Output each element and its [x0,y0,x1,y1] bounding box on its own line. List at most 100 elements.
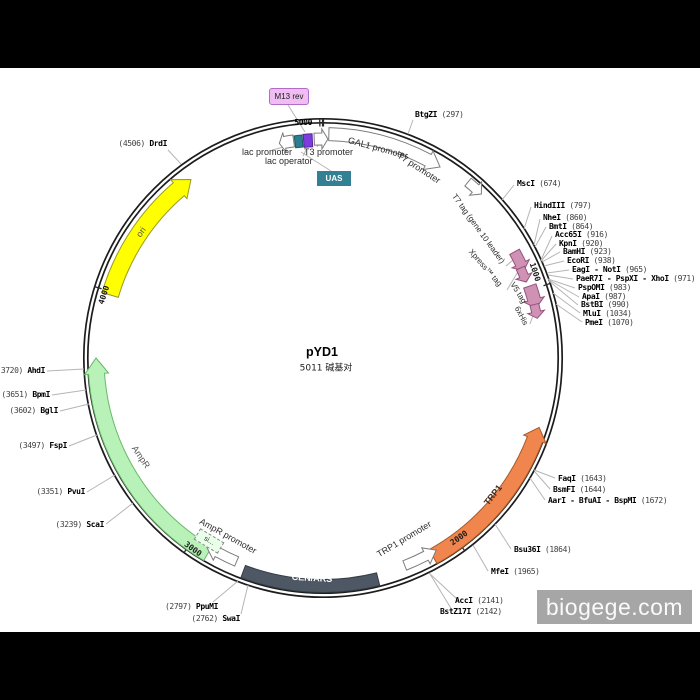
site-name: ScaI [86,520,104,529]
site-name: PpuMI [195,602,218,611]
site-pos: (2797) [164,602,192,611]
site-label: BsmFI (1644) [553,485,606,494]
site-pos: (1070) [607,318,634,327]
plasmid-name: pYD1 [306,345,338,359]
t3-promoter-arrow [313,127,329,151]
site-label: KpnI (920) [559,239,604,248]
6xhis-tag-arrow [526,302,546,319]
lac-operator-segment [302,133,314,148]
site-name: BamHI [563,247,586,256]
site-label: EagI - NotI (965) [572,265,648,274]
site-pos: (674) [539,179,562,188]
site-name: ApaI [582,292,600,301]
xpress-tag-arrow [514,265,533,283]
trp1-promoter-arrow [402,547,437,571]
site-pos: (297) [441,110,464,119]
site-name: MfeI [491,567,509,576]
site-label: FaqI (1643) [558,474,607,483]
site-name: EagI - NotI [572,265,621,274]
site-label: (3497) FspI [18,441,67,450]
site-pos: (1672) [640,496,668,505]
site-label: HindIII (797) [534,201,592,210]
lac-promoter-arrow [278,132,296,153]
site-pos: (2142) [475,607,502,616]
site-label: (3602) BglI [9,406,58,415]
site-pos: (920) [581,239,604,248]
watermark: biogege.com [537,590,692,624]
site-pos: (3351) [36,487,63,496]
site-name: SwaI [222,614,240,623]
site-label: EcoRI (938) [567,256,616,265]
site-name: Bsu36I [514,545,541,554]
leader-lines [46,104,583,615]
site-name: FaqI [558,474,576,483]
trp1-gene-arrow [428,426,548,565]
site-pos: (3651) [1,390,28,399]
site-name: BpmI [32,390,50,399]
site-name: PaeR7I - PspXI - XhoI [576,274,669,283]
site-name: MluI [583,309,601,318]
plasmid-size: 5011 碱基对 [299,363,353,374]
site-label: BmtI (864) [549,222,594,231]
site-name: Acc65I [555,230,582,239]
site-name: NheI [543,213,561,222]
site-label: (3239) ScaI [55,520,104,529]
site-pos: (860) [565,213,588,222]
site-label: AccI (2141) [455,596,504,605]
site-label: (3351) PvuI [36,487,85,496]
site-name: BmtI [549,222,567,231]
m13-rev-primer-label: M13 rev [269,88,309,105]
site-name: BsmFI [553,485,576,494]
uas-segment [293,134,304,149]
site-pos: (1643) [580,474,607,483]
site-label: AarI - BfuAI - BspMI (1672) [548,496,668,505]
site-pos: (990) [607,300,630,309]
site-name: BglI [40,406,58,415]
site-pos: (4506) [118,139,145,148]
site-label: BstBI (990) [581,300,630,309]
site-pos: (3239) [55,520,82,529]
site-label: NheI (860) [543,213,588,222]
site-label: ApaI (987) [582,292,627,301]
lac-promoter-label: lac promoter [242,147,293,157]
site-pos: (3720) [0,366,23,375]
site-label: Bsu36I (1864) [514,545,572,554]
site-label: PaeR7I - PspXI - XhoI (971) [576,274,696,283]
gal1-promoter-arrow [328,127,441,171]
site-label: BtgZI (297) [415,110,464,119]
site-label: (2797) PpuMI [165,602,218,611]
site-name: PvuI [67,487,85,496]
site-label: Acc65I (916) [555,230,608,239]
site-pos: (971) [673,274,696,283]
site-pos: (1644) [579,485,607,494]
lac-operator-label: lac operator [265,156,313,166]
site-label: PmeI (1070) [585,318,634,327]
site-name: EcoRI [567,256,590,265]
site-name: BstBI [581,300,604,309]
site-pos: (965) [625,265,648,274]
site-name: AarI - BfuAI - BspMI [548,496,637,505]
site-pos: (1034) [605,309,632,318]
site-label: MscI (674) [517,179,562,188]
site-label: (2762) SwaI [191,614,240,623]
site-name: AhdI [27,366,45,375]
site-pos: (3602) [9,406,36,415]
site-label: MluI (1034) [583,309,632,318]
tick-label-5000: 5000 [294,118,312,127]
site-label: MfeI (1965) [491,567,540,576]
site-pos: (938) [593,256,616,265]
site-pos: (1864) [544,545,572,554]
site-pos: (2141) [477,596,504,605]
ori-arrow [101,179,192,298]
site-pos: (987) [604,292,627,301]
site-pos: (797) [569,201,592,210]
site-label: PspOMI (983) [578,283,631,292]
site-pos: (983) [608,283,632,292]
site-pos: (923) [589,247,612,256]
site-label: BamHI (923) [563,247,612,256]
t7-promoter-arrow [464,177,483,196]
site-name: FspI [49,441,67,450]
site-name: KpnI [559,239,577,248]
site-pos: (2762) [191,614,218,623]
